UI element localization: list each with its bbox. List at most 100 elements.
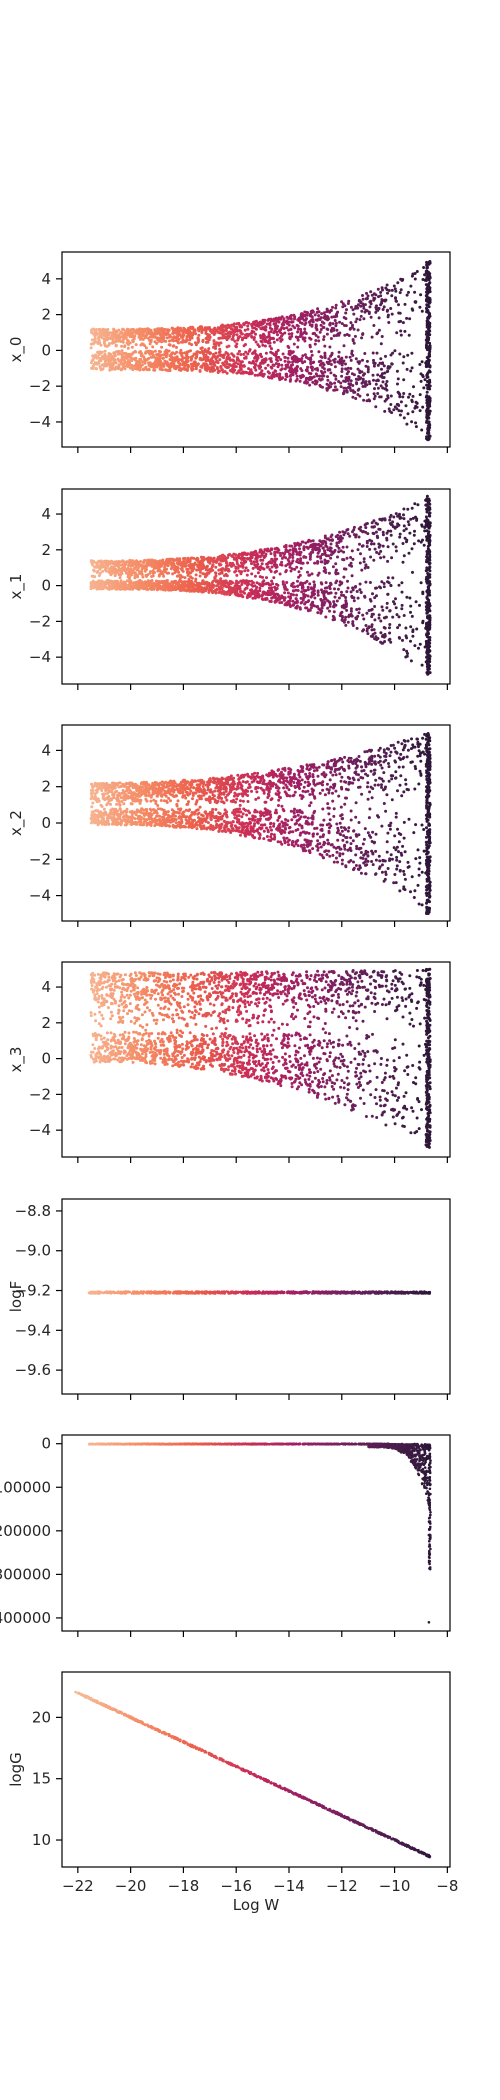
scatter-point [154, 566, 158, 570]
scatter-point [405, 595, 409, 599]
scatter-point [425, 325, 429, 329]
scatter-point [268, 344, 272, 348]
scatter-point [387, 638, 391, 642]
scatter-point [272, 337, 275, 341]
scatter-point [355, 306, 359, 309]
scatter-point [276, 583, 280, 587]
scatter-point [107, 343, 111, 347]
scatter-point [293, 326, 297, 330]
scatter-point [218, 358, 222, 362]
scatter-point [291, 551, 295, 555]
scatter-point [97, 335, 101, 339]
scatter-point [264, 339, 268, 343]
scatter-point [354, 377, 358, 381]
scatter-point [283, 359, 287, 363]
scatter-point [280, 367, 284, 371]
scatter-point [337, 550, 341, 554]
scatter-point [369, 290, 373, 294]
scatter-point [344, 623, 348, 627]
scatter-point [402, 513, 405, 517]
scatter-point [414, 600, 418, 604]
scatter-point [303, 339, 307, 343]
scatter-point [283, 552, 286, 556]
scatter-point [269, 330, 273, 334]
scatter-point [171, 572, 175, 576]
scatter-point [413, 272, 417, 275]
scatter-point [423, 378, 427, 382]
scatter-point [300, 312, 304, 316]
scatter-point [280, 326, 284, 329]
scatter-point [418, 363, 422, 366]
scatter-point [271, 559, 275, 563]
scatter-point [342, 567, 346, 571]
scatter-point [182, 557, 186, 561]
scatter-point [291, 603, 295, 607]
scatter-point [263, 337, 267, 340]
scatter-point [351, 308, 355, 312]
scatter-point [339, 385, 343, 389]
scatter-point [313, 592, 316, 596]
scatter-point [214, 565, 218, 569]
scatter-point [298, 379, 302, 383]
scatter-point [319, 556, 323, 560]
scatter-point [316, 573, 320, 577]
scatter-point [220, 567, 224, 571]
scatter-point [395, 613, 399, 617]
scatter-point [361, 613, 365, 617]
scatter-point [329, 371, 333, 375]
scatter-point [316, 335, 320, 339]
scatter-point [426, 361, 430, 365]
scatter-point [373, 637, 377, 641]
scatter-point [268, 338, 271, 342]
scatter-point [140, 570, 144, 573]
scatter-point [291, 556, 295, 559]
scatter-point [90, 366, 94, 370]
scatter-point [127, 583, 131, 587]
scatter-point [291, 372, 295, 376]
scatter-point [102, 329, 106, 333]
scatter-point [407, 290, 410, 294]
scatter-point [399, 400, 403, 404]
scatter-point [376, 363, 380, 367]
scatter-point [171, 588, 174, 591]
scatter-point [276, 333, 279, 337]
scatter-point [304, 376, 308, 380]
scatter-point [98, 328, 102, 331]
scatter-point [407, 551, 411, 555]
scatter-point [253, 589, 256, 593]
scatter-point [302, 337, 306, 341]
scatter-point [188, 331, 192, 334]
scatter-point [351, 586, 355, 590]
scatter-point [419, 293, 423, 297]
scatter-point [326, 375, 329, 379]
scatter-point [318, 330, 322, 334]
scatter-point [146, 332, 150, 336]
scatter-point [342, 594, 346, 597]
scatter-point [398, 352, 402, 356]
scatter-point [144, 581, 148, 585]
scatter-point [155, 588, 159, 592]
scatter-point [352, 312, 356, 316]
scatter-point [306, 561, 310, 565]
scatter-point [324, 541, 328, 545]
scatter-point [421, 592, 425, 596]
scatter-point [321, 325, 325, 329]
scatter-point [324, 581, 328, 585]
scatter-point [164, 355, 168, 359]
scatter-point [159, 569, 162, 573]
scatter-point [264, 325, 268, 329]
scatter-point [388, 631, 392, 635]
scatter-point [296, 579, 299, 583]
scatter-point [278, 328, 282, 332]
scatter-point [208, 561, 212, 565]
y-tick-label: 0 [41, 341, 51, 359]
scatter-point [255, 585, 259, 589]
scatter-point [126, 575, 130, 579]
scatter-point [270, 347, 273, 351]
scatter-point [208, 584, 212, 588]
scatter-point [358, 542, 361, 546]
scatter-point [338, 530, 342, 534]
scatter-point [218, 572, 221, 576]
scatter-point [377, 616, 381, 620]
scatter-point [185, 357, 189, 361]
